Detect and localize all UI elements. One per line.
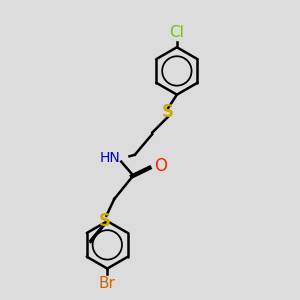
Text: S: S xyxy=(162,103,174,121)
Text: O: O xyxy=(154,158,167,175)
Text: Br: Br xyxy=(99,275,116,290)
Text: HN: HN xyxy=(100,151,121,165)
Text: S: S xyxy=(99,212,111,230)
Text: Cl: Cl xyxy=(169,25,184,40)
